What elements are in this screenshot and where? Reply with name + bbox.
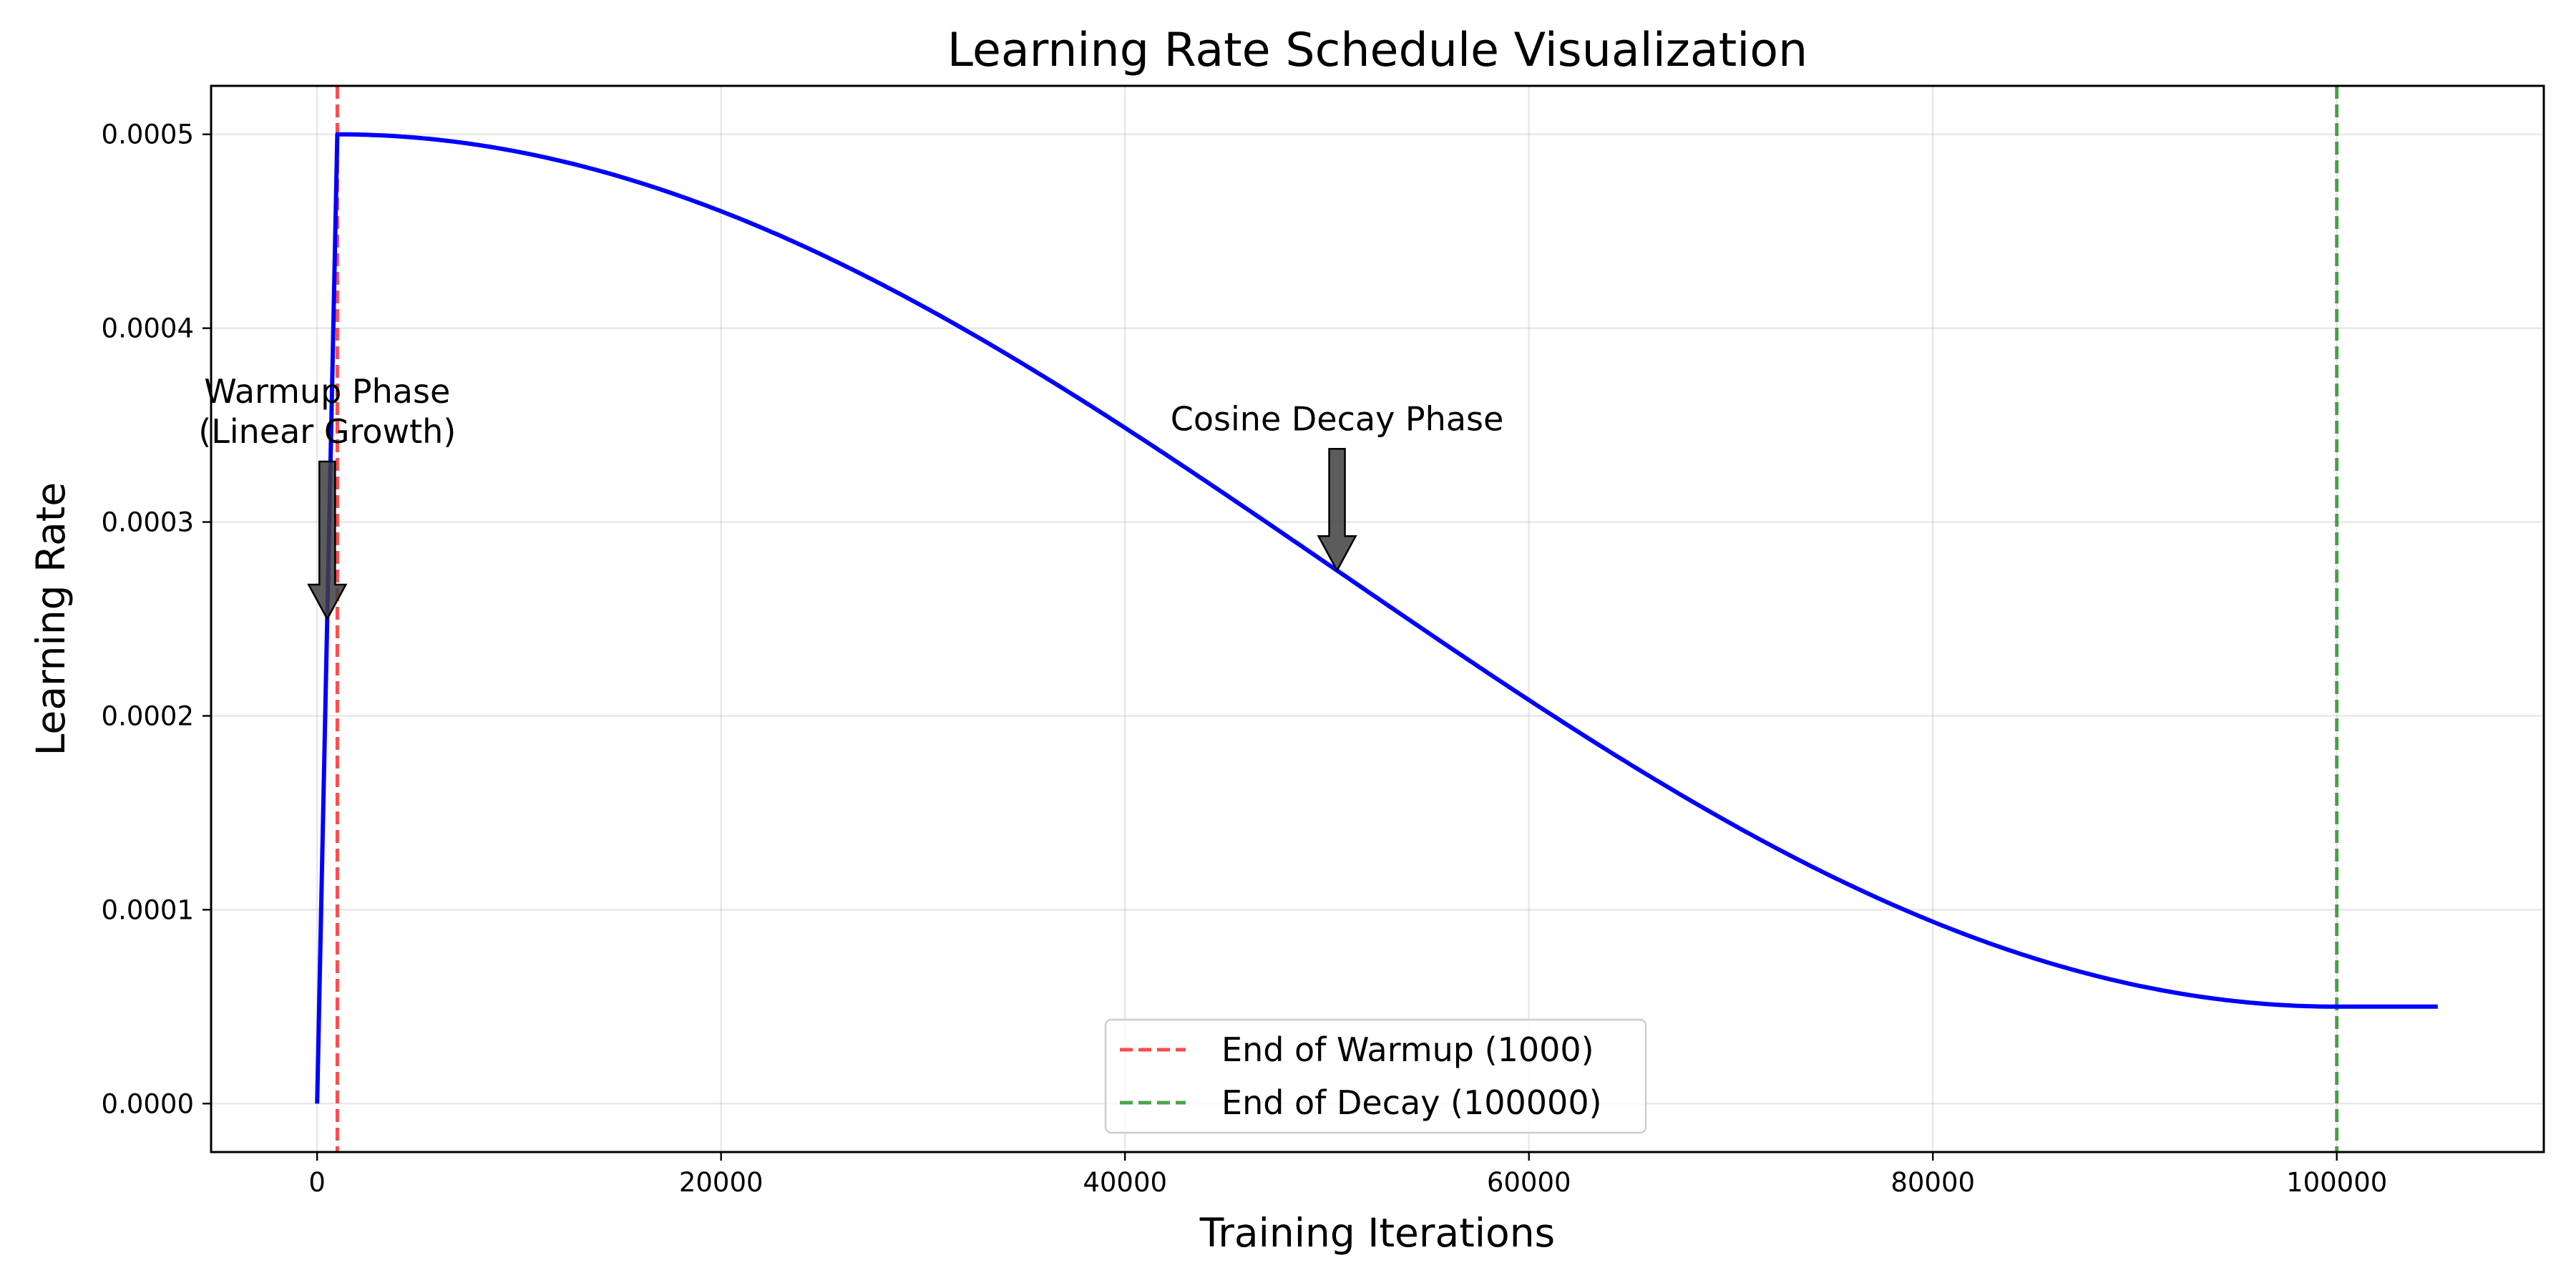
lr-series-line [315, 132, 2438, 1104]
legend-label: End of Decay (100000) [1221, 1083, 1602, 1122]
x-tick-label: 80000 [1890, 1167, 1975, 1198]
annotation-text: (Linear Growth) [198, 412, 456, 451]
annotation-layer: Warmup Phase(Linear Growth) Cosine Decay … [198, 372, 1503, 621]
annotation-text: Cosine Decay Phase [1171, 399, 1503, 438]
vline-layer [335, 86, 2339, 1152]
chart-title: Learning Rate Schedule Visualization [947, 24, 1807, 77]
annotation-text: Warmup Phase [204, 372, 450, 411]
legend-label: End of Warmup (1000) [1221, 1030, 1594, 1069]
x-tick-label: 100000 [2286, 1167, 2387, 1198]
legend: End of Warmup (1000) End of Decay (100000… [1104, 1018, 1647, 1134]
x-tick-label: 60000 [1487, 1167, 1571, 1198]
annotation-arrow [307, 460, 348, 621]
grid-layer [211, 86, 2544, 1152]
series-layer [315, 132, 2438, 1104]
y-tick-label: 0.0004 [102, 313, 194, 344]
legend-box [1104, 1018, 1647, 1134]
y-tick-label: 0.0005 [102, 119, 194, 150]
y-axis-label: Learning Rate [28, 482, 74, 756]
x-axis-label: Training Iterations [1199, 1210, 1555, 1256]
y-tick-label: 0.0003 [102, 507, 194, 538]
annotation-arrow [1317, 448, 1357, 572]
tick-layer: 0 20000 40000 60000 80000 100000 0.0000 0.0001 0… [102, 119, 2388, 1198]
x-tick-label: 0 [308, 1167, 326, 1198]
plot-frame [210, 84, 2545, 1153]
y-tick-label: 0.0001 [102, 894, 194, 925]
y-tick-label: 0.0002 [102, 701, 194, 731]
x-tick-label: 40000 [1083, 1167, 1167, 1198]
y-tick-label: 0.0000 [102, 1088, 194, 1119]
x-tick-label: 20000 [679, 1167, 763, 1198]
